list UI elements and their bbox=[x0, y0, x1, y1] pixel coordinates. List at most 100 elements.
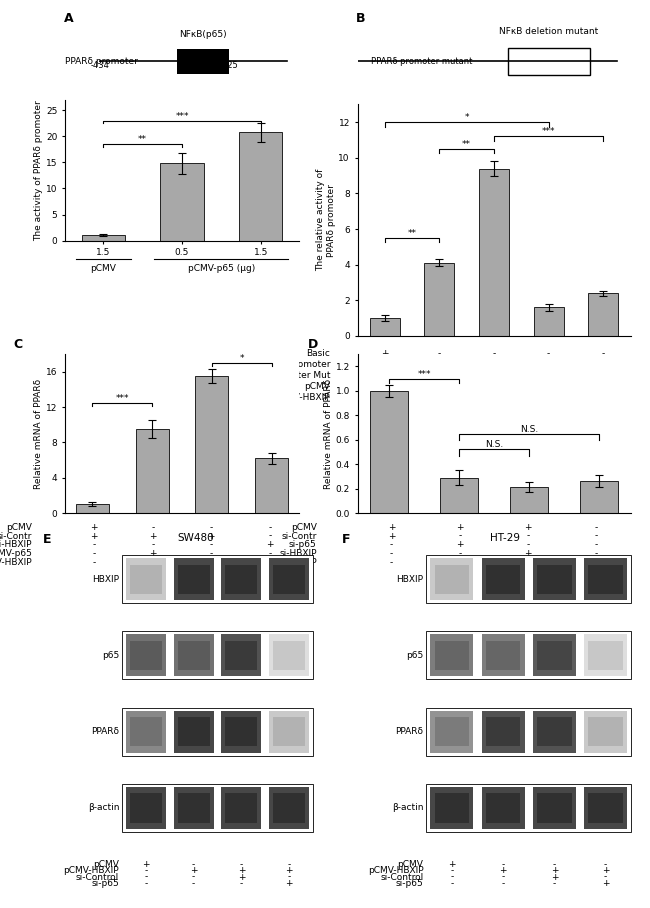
Bar bbox=[196, 376, 228, 513]
Text: +: + bbox=[490, 382, 498, 391]
Text: pCMV: pCMV bbox=[6, 523, 32, 532]
Bar bbox=[486, 794, 521, 823]
Text: p65: p65 bbox=[406, 651, 424, 660]
Bar bbox=[125, 635, 166, 676]
Bar bbox=[269, 787, 309, 829]
Text: +: + bbox=[285, 866, 293, 875]
Bar bbox=[426, 707, 631, 755]
Bar bbox=[588, 717, 623, 746]
Text: -: - bbox=[526, 558, 530, 567]
Text: -: - bbox=[604, 873, 607, 882]
Text: +: + bbox=[525, 549, 532, 558]
Text: +: + bbox=[490, 360, 498, 369]
Bar bbox=[177, 641, 210, 670]
Bar bbox=[122, 555, 313, 603]
Text: pCMV-HBXIP: pCMV-HBXIP bbox=[64, 866, 119, 875]
Bar bbox=[588, 293, 618, 336]
Text: +: + bbox=[142, 860, 150, 869]
Bar bbox=[486, 565, 521, 594]
Text: -434: -434 bbox=[90, 61, 110, 70]
Text: +: + bbox=[599, 393, 607, 402]
Text: +: + bbox=[551, 873, 558, 882]
Text: C: C bbox=[14, 338, 23, 350]
Bar bbox=[537, 641, 571, 670]
Text: pCMV-HBXIP: pCMV-HBXIP bbox=[368, 866, 424, 875]
Y-axis label: Relative mRNA of PPARδ: Relative mRNA of PPARδ bbox=[324, 379, 333, 489]
Text: pCMV: pCMV bbox=[94, 860, 119, 869]
Bar bbox=[226, 717, 257, 746]
Text: -: - bbox=[502, 873, 505, 882]
Bar bbox=[584, 787, 627, 829]
Text: -: - bbox=[384, 360, 387, 369]
Text: -: - bbox=[595, 540, 598, 549]
Text: -: - bbox=[604, 860, 607, 869]
Bar bbox=[510, 488, 548, 513]
Text: +: + bbox=[545, 382, 552, 391]
Bar bbox=[177, 717, 210, 746]
Text: ***: *** bbox=[115, 394, 129, 402]
Text: pCMV-HBXIP: pCMV-HBXIP bbox=[261, 558, 317, 567]
Text: +: + bbox=[499, 866, 507, 875]
Text: **: ** bbox=[408, 229, 417, 238]
Bar bbox=[122, 631, 313, 679]
Text: Basic: Basic bbox=[306, 349, 330, 358]
Y-axis label: The relative activity of
PPARδ promoter: The relative activity of PPARδ promoter bbox=[316, 169, 335, 271]
Bar bbox=[426, 631, 631, 679]
Bar bbox=[174, 558, 214, 600]
Text: si-p65: si-p65 bbox=[396, 879, 424, 888]
Bar bbox=[81, 235, 125, 241]
Text: ***: *** bbox=[417, 370, 431, 379]
Bar bbox=[440, 478, 478, 513]
Text: -: - bbox=[384, 393, 387, 402]
Text: +: + bbox=[551, 866, 558, 875]
Bar bbox=[269, 558, 309, 600]
Text: -: - bbox=[92, 558, 96, 567]
Bar bbox=[426, 555, 631, 603]
Text: pCMV: pCMV bbox=[398, 860, 424, 869]
Bar bbox=[221, 711, 261, 753]
Text: -: - bbox=[526, 540, 530, 549]
Bar bbox=[508, 47, 590, 75]
Text: β-actin: β-actin bbox=[392, 804, 424, 813]
Text: +: + bbox=[448, 860, 456, 869]
Bar bbox=[424, 263, 454, 336]
Text: -: - bbox=[151, 523, 155, 532]
Bar bbox=[269, 711, 309, 753]
Bar bbox=[239, 133, 283, 241]
Text: -: - bbox=[438, 371, 441, 380]
Bar bbox=[130, 794, 162, 823]
Text: NFκB deletion mutant: NFκB deletion mutant bbox=[499, 27, 598, 36]
Text: NFκB(p65): NFκB(p65) bbox=[179, 30, 227, 38]
Bar bbox=[479, 169, 509, 336]
Text: +: + bbox=[207, 558, 215, 567]
Bar bbox=[533, 787, 576, 829]
Text: +: + bbox=[238, 866, 245, 875]
Text: β-actin: β-actin bbox=[88, 804, 119, 813]
Text: -: - bbox=[240, 879, 243, 888]
Text: -: - bbox=[144, 866, 148, 875]
Text: PPARδ: PPARδ bbox=[395, 727, 424, 736]
Bar bbox=[273, 565, 306, 594]
Text: -: - bbox=[458, 531, 462, 540]
Text: -: - bbox=[595, 531, 598, 540]
Text: HT-29: HT-29 bbox=[490, 533, 521, 543]
Text: -: - bbox=[390, 549, 393, 558]
Text: -: - bbox=[144, 879, 148, 888]
Bar bbox=[430, 787, 473, 829]
Text: +: + bbox=[602, 879, 609, 888]
Text: -: - bbox=[268, 558, 272, 567]
Bar bbox=[273, 641, 306, 670]
Text: -: - bbox=[209, 549, 213, 558]
Text: PPARδ promoter: PPARδ promoter bbox=[65, 57, 138, 65]
Text: **: ** bbox=[462, 140, 471, 149]
Text: -: - bbox=[92, 540, 96, 549]
Text: -: - bbox=[151, 540, 155, 549]
Bar bbox=[533, 711, 576, 753]
Text: -: - bbox=[547, 393, 550, 402]
Text: si-p65: si-p65 bbox=[92, 879, 119, 888]
Bar bbox=[486, 641, 521, 670]
Text: +: + bbox=[266, 540, 274, 549]
Text: +: + bbox=[545, 371, 552, 380]
Text: p65: p65 bbox=[102, 651, 119, 660]
Text: -: - bbox=[390, 540, 393, 549]
